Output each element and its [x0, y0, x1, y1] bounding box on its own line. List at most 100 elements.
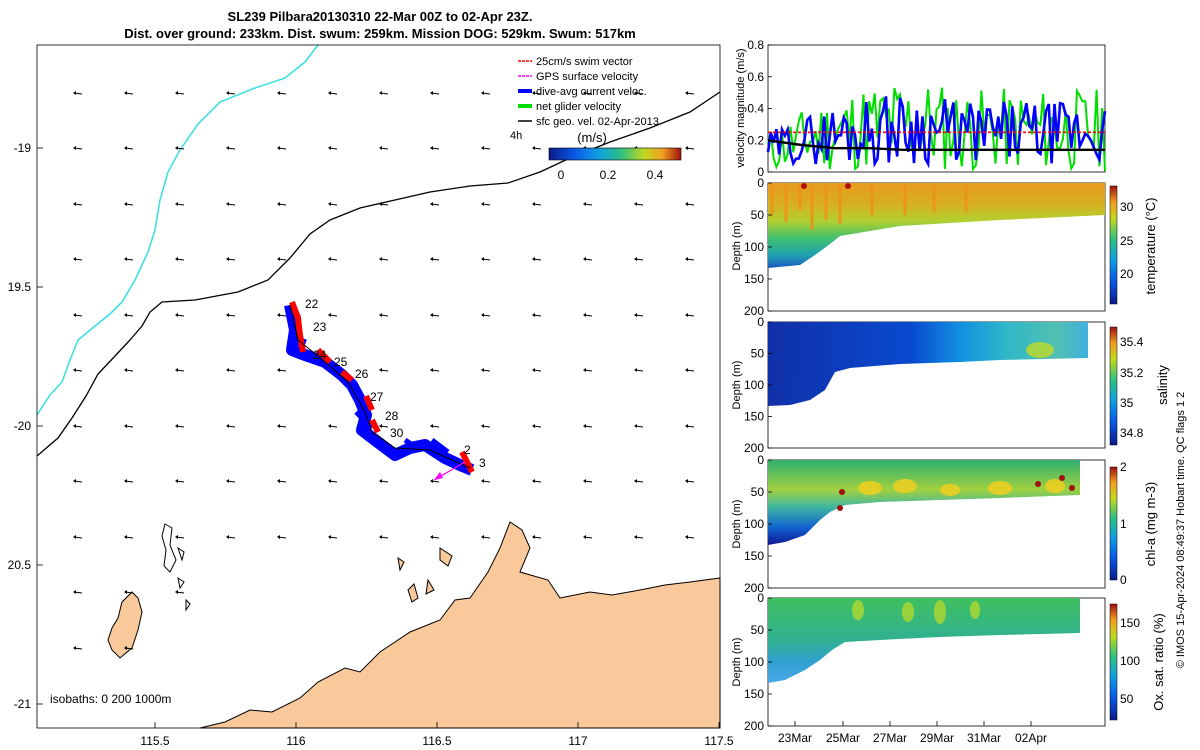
map-y-tick-label: 19.5: [8, 280, 32, 294]
temperature-cbar-tick: 30: [1120, 200, 1134, 214]
sfc-velocity-arrowhead: [277, 368, 280, 372]
sfc-velocity-arrowhead: [481, 202, 484, 206]
temperature-streaks: [770, 186, 968, 230]
sfc-velocity-arrowhead: [226, 424, 229, 428]
depth-tick-label: 200: [744, 581, 764, 595]
sfc-velocity-arrowhead: [328, 257, 331, 261]
sfc-velocity-arrowhead: [175, 91, 178, 95]
depth-tick-label: 200: [744, 441, 764, 455]
salinity-cbar-tick: 34.8: [1120, 426, 1144, 440]
oxygen-panel: 0 50 100 150 200 Depth (m) 150 100 50 Ox. sa…: [731, 591, 1166, 745]
sfc-velocity-arrowhead: [73, 368, 76, 372]
depth-tick-label: 0: [757, 591, 764, 605]
sfc-velocity-arrowhead: [481, 257, 484, 261]
sfc-velocity-arrowhead: [175, 424, 178, 428]
sfc-velocity-arrowhead: [175, 479, 178, 483]
salinity-cbar-label: salinity: [1155, 365, 1170, 405]
sfc-velocity-arrowhead: [124, 646, 127, 650]
temperature-dot: [801, 183, 807, 189]
velocity-panel: 0 0.2 0.4 0.6 0.8 velocity magnitude (m/s): [735, 38, 1107, 179]
sfc-velocity-arrowhead: [328, 424, 331, 428]
legend-sfc: sfc geo. vel. 02-Apr-2013: [536, 116, 659, 128]
sfc-velocity-arrowhead: [532, 91, 535, 95]
sfc-velocity-arrowhead: [430, 146, 433, 150]
temperature-colorbar: [1109, 185, 1118, 305]
sfc-velocity-arrowhead: [532, 257, 535, 261]
sfc-velocity-arrowhead: [430, 313, 433, 317]
chl-panel: 0 50 100 150 200 Depth (m) 2 1 0 chl-a (mg m…: [731, 453, 1158, 595]
map-x-tick-label: 116.5: [422, 734, 451, 748]
sfc-velocity-arrowhead: [175, 257, 178, 261]
depth-tick-label: 0: [757, 453, 764, 467]
map-y-tick-label: -20: [14, 419, 32, 433]
legend-gps: GPS surface velocity: [536, 71, 639, 83]
sfc-velocity-arrowhead: [277, 202, 280, 206]
oxygen-hotspots: [852, 600, 980, 624]
time-tick-label: 27Mar: [873, 731, 907, 745]
oxygen-cbar-tick: 50: [1120, 692, 1134, 706]
sfc-velocity-arrowhead: [685, 368, 688, 372]
day-label: 27: [370, 390, 384, 404]
sfc-velocity-arrowhead: [583, 535, 586, 539]
sfc-velocity-arrowhead: [277, 313, 280, 317]
sfc-velocity-arrowhead: [73, 91, 76, 95]
sfc-velocity-arrowhead: [583, 313, 586, 317]
sfc-velocity-arrowhead: [481, 91, 484, 95]
sfc-velocity-arrowhead: [685, 313, 688, 317]
sfc-velocity-arrowhead: [379, 313, 382, 317]
sfc-velocity-arrowhead: [124, 91, 127, 95]
sfc-velocity-arrowhead: [226, 313, 229, 317]
map-x-tick-label: 116: [286, 734, 305, 748]
salinity-panel: 0 50 100 150 200 Depth (m) 35.4 35.2 35 34.8…: [731, 315, 1170, 455]
temperature-cbar-tick: 20: [1120, 267, 1134, 281]
map-x-tick-label: 115.5: [140, 734, 169, 748]
sfc-velocity-arrowhead: [379, 368, 382, 372]
sfc-velocity-arrowhead: [532, 202, 535, 206]
depth-tick-label: 100: [744, 378, 764, 392]
map-y-tick-label: 20.5: [8, 558, 32, 572]
depth-tick-label: 200: [744, 719, 764, 733]
sfc-velocity-arrowhead: [634, 424, 637, 428]
velocity-series-line: [767, 87, 1106, 172]
sfc-velocity-arrowhead: [634, 479, 637, 483]
salinity-patch: [1026, 342, 1054, 358]
velocity-y-tick-label: 0.4: [747, 102, 764, 116]
small-islands: [177, 546, 191, 612]
sfc-velocity-arrowhead: [583, 424, 586, 428]
sfc-velocity-arrowhead: [481, 313, 484, 317]
colorbar-tick: 0: [558, 168, 565, 182]
sfc-velocity-arrowhead: [379, 202, 382, 206]
sfc-velocity-arrowhead: [124, 202, 127, 206]
map-x-tick-label: 117: [568, 734, 587, 748]
day-label: 24: [313, 348, 327, 362]
depth-tick-label: 50: [751, 208, 765, 222]
temperature-dot: [845, 183, 851, 189]
colorbar-bar: [548, 147, 682, 161]
sfc-velocity-arrowhead: [634, 368, 637, 372]
depth-tick-label: 150: [744, 549, 764, 563]
legend-note: 4h: [510, 130, 522, 142]
sfc-velocity-arrowhead: [430, 91, 433, 95]
sfc-velocity-arrowhead: [685, 479, 688, 483]
sfc-velocity-arrowhead: [481, 146, 484, 150]
sfc-velocity-arrowhead: [430, 368, 433, 372]
sfc-velocity-arrowhead: [583, 368, 586, 372]
sfc-velocity-arrowhead: [73, 646, 76, 650]
sfc-velocity-arrowhead: [124, 424, 127, 428]
time-tick-label: 31Mar: [967, 731, 1001, 745]
swim-vectors: [289, 300, 475, 474]
time-x-axis: 23Mar 25Mar 27Mar 29Mar 31Mar 02Apr: [778, 721, 1047, 745]
isobath-1000m: [36, 44, 319, 416]
sfc-velocity-arrowhead: [634, 257, 637, 261]
sfc-velocity-arrowhead: [277, 257, 280, 261]
title-line-2: Dist. over ground: 233km. Dist. swum: 25…: [124, 26, 636, 41]
sfc-velocity-arrowhead: [583, 202, 586, 206]
sfc-velocity-arrowhead: [481, 535, 484, 539]
sfc-velocity-arrowhead: [124, 146, 127, 150]
sfc-velocity-arrowhead: [583, 91, 586, 95]
sfc-velocity-arrowhead: [73, 424, 76, 428]
oxygen-colorbar: [1109, 603, 1118, 721]
day-label: 23: [313, 320, 327, 334]
sfc-velocity-arrowhead: [175, 202, 178, 206]
sfc-velocity-arrowhead: [124, 257, 127, 261]
